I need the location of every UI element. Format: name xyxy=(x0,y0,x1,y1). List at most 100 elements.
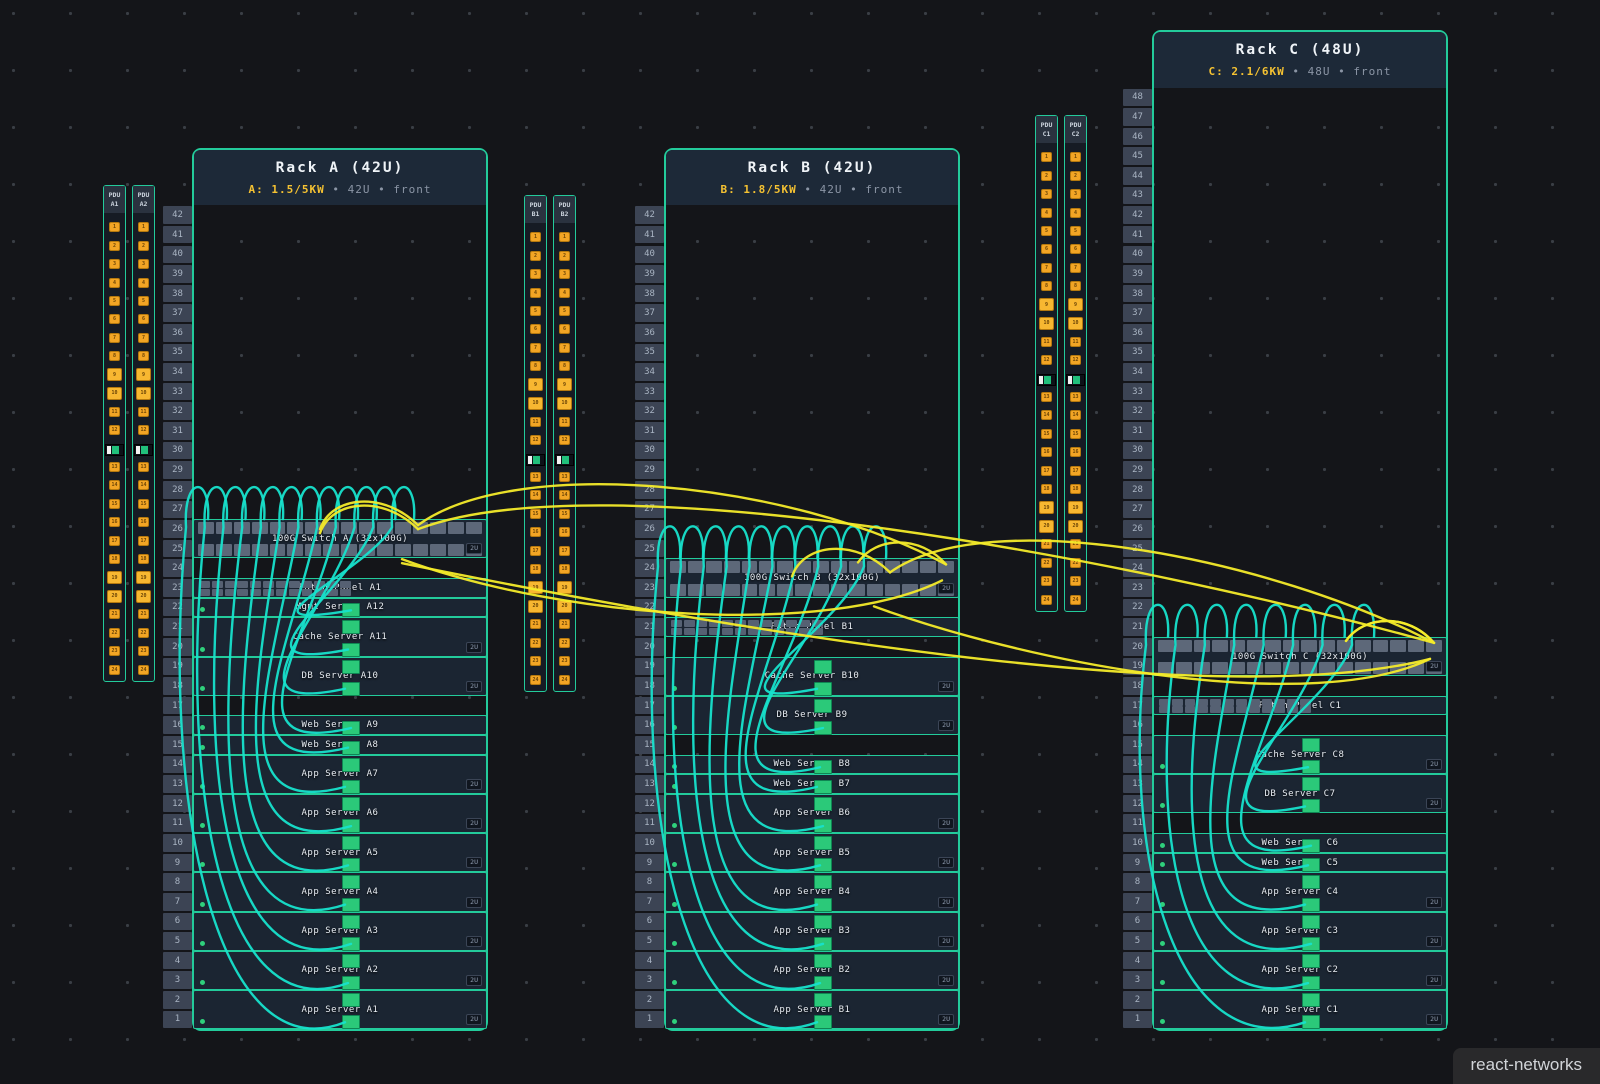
pdu-outlet-4[interactable]: 4 xyxy=(559,287,570,298)
pdu-outlet-3[interactable]: 3 xyxy=(530,269,541,280)
equipment-app-server-a3[interactable]: App Server A3 2U xyxy=(193,911,487,951)
pdu-outlet-1[interactable]: 1 xyxy=(1070,152,1081,163)
pdu-outlet-15[interactable]: 15 xyxy=(109,498,120,509)
pdu-outlet-18[interactable]: 18 xyxy=(1070,484,1081,495)
pdu-outlet-15[interactable]: 15 xyxy=(1041,428,1052,439)
pdu-outlet-10[interactable]: 10 xyxy=(1068,316,1083,330)
pdu-outlet-15[interactable]: 15 xyxy=(1070,428,1081,439)
pdu-c1[interactable]: PDU C1 1 2 3 4 5 6 7 8 9 10 11 12 13 14 15 16 17 18 19 20 21 22… xyxy=(1035,115,1058,612)
pdu-outlet-21[interactable]: 21 xyxy=(559,619,570,630)
pdu-outlet-5[interactable]: 5 xyxy=(138,295,149,306)
pdu-outlet-14[interactable]: 14 xyxy=(109,480,120,491)
equipment-app-server-c1[interactable]: App Server C1 2U xyxy=(1153,990,1447,1030)
pdu-outlet-8[interactable]: 8 xyxy=(109,351,120,362)
pdu-outlet-23[interactable]: 23 xyxy=(1041,576,1052,587)
pdu-outlet-16[interactable]: 16 xyxy=(1041,447,1052,458)
pdu-outlet-6[interactable]: 6 xyxy=(109,314,120,325)
pdu-outlet-19[interactable]: 19 xyxy=(136,571,151,585)
pdu-outlet-12[interactable]: 12 xyxy=(1041,355,1052,366)
pdu-outlet-17[interactable]: 17 xyxy=(1041,465,1052,476)
equipment-app-server-b2[interactable]: App Server B2 2U xyxy=(665,950,959,991)
pdu-outlet-24[interactable]: 24 xyxy=(559,674,570,685)
pdu-outlet-14[interactable]: 14 xyxy=(530,490,541,501)
equipment-app-server-c2[interactable]: App Server C2 2U xyxy=(1153,950,1447,991)
pdu-outlet-6[interactable]: 6 xyxy=(559,324,570,335)
equipment-app-server-a2[interactable]: App Server A2 2U xyxy=(193,950,487,991)
equipment-app-server-c4[interactable]: App Server C4 2U xyxy=(1153,872,1447,912)
pdu-outlet-23[interactable]: 23 xyxy=(138,646,149,657)
pdu-outlet-13[interactable]: 13 xyxy=(1041,391,1052,402)
pdu-outlet-10[interactable]: 10 xyxy=(107,386,122,400)
pdu-outlet-16[interactable]: 16 xyxy=(530,527,541,538)
equipment-web-server-b7[interactable]: Web Server B7 xyxy=(665,774,959,794)
equipment-mgmt-server-a12[interactable]: Mgmt Server A12 xyxy=(193,597,487,618)
equipment-db-server-b9[interactable]: DB Server B9 2U xyxy=(665,695,959,735)
pdu-b1[interactable]: PDU B1 1 2 3 4 5 6 7 8 9 10 11 12 13 14 15 16 17 18 19 20 21 22… xyxy=(524,195,547,692)
pdu-outlet-19[interactable]: 19 xyxy=(557,581,572,595)
pdu-outlet-18[interactable]: 18 xyxy=(1041,484,1052,495)
pdu-outlet-2[interactable]: 2 xyxy=(530,250,541,261)
pdu-outlet-20[interactable]: 20 xyxy=(136,589,151,603)
equipment-app-server-b5[interactable]: App Server B5 2U xyxy=(665,833,959,873)
pdu-outlet-5[interactable]: 5 xyxy=(1070,225,1081,236)
pdu-outlet-11[interactable]: 11 xyxy=(109,406,120,417)
pdu-outlet-22[interactable]: 22 xyxy=(138,627,149,638)
pdu-outlet-24[interactable]: 24 xyxy=(1070,594,1081,605)
pdu-outlet-9[interactable]: 9 xyxy=(1039,298,1054,312)
equipment-web-server-a9[interactable]: Web Server A9 xyxy=(193,715,487,735)
pdu-outlet-11[interactable]: 11 xyxy=(559,416,570,427)
pdu-outlet-2[interactable]: 2 xyxy=(138,240,149,251)
pdu-outlet-21[interactable]: 21 xyxy=(1041,539,1052,550)
pdu-outlet-13[interactable]: 13 xyxy=(1070,391,1081,402)
pdu-outlet-19[interactable]: 19 xyxy=(1068,501,1083,515)
pdu-outlet-3[interactable]: 3 xyxy=(559,269,570,280)
pdu-outlet-9[interactable]: 9 xyxy=(557,378,572,392)
equipment-patch-panel-a1[interactable]: Patch Panel A1 xyxy=(193,578,487,598)
pdu-outlet-16[interactable]: 16 xyxy=(109,517,120,528)
equipment-web-server-a8[interactable]: Web Server A8 xyxy=(193,735,487,755)
pdu-outlet-15[interactable]: 15 xyxy=(138,498,149,509)
pdu-outlet-8[interactable]: 8 xyxy=(1041,281,1052,292)
pdu-outlet-2[interactable]: 2 xyxy=(1041,170,1052,181)
pdu-outlet-2[interactable]: 2 xyxy=(559,250,570,261)
pdu-outlet-7[interactable]: 7 xyxy=(109,332,120,343)
pdu-outlet-11[interactable]: 11 xyxy=(530,416,541,427)
pdu-outlet-16[interactable]: 16 xyxy=(1070,447,1081,458)
pdu-outlet-5[interactable]: 5 xyxy=(559,305,570,316)
equipment-100g-switch-a-32x100g[interactable]: 100G Switch A (32x100G) 2U xyxy=(193,519,487,559)
pdu-outlet-24[interactable]: 24 xyxy=(138,664,149,675)
pdu-outlet-20[interactable]: 20 xyxy=(1068,519,1083,533)
pdu-outlet-18[interactable]: 18 xyxy=(109,554,120,565)
equipment-app-server-c3[interactable]: App Server C3 2U xyxy=(1153,911,1447,951)
pdu-outlet-3[interactable]: 3 xyxy=(138,259,149,270)
equipment-app-server-b6[interactable]: App Server B6 2U xyxy=(665,793,959,834)
pdu-outlet-19[interactable]: 19 xyxy=(1039,501,1054,515)
pdu-outlet-10[interactable]: 10 xyxy=(557,396,572,410)
pdu-outlet-22[interactable]: 22 xyxy=(530,637,541,648)
pdu-outlet-14[interactable]: 14 xyxy=(1070,410,1081,421)
pdu-outlet-24[interactable]: 24 xyxy=(1041,594,1052,605)
pdu-outlet-4[interactable]: 4 xyxy=(138,277,149,288)
equipment-app-server-a5[interactable]: App Server A5 2U xyxy=(193,833,487,873)
pdu-outlet-1[interactable]: 1 xyxy=(1041,152,1052,163)
pdu-outlet-22[interactable]: 22 xyxy=(559,637,570,648)
pdu-outlet-7[interactable]: 7 xyxy=(1070,262,1081,273)
pdu-outlet-9[interactable]: 9 xyxy=(1068,298,1083,312)
pdu-outlet-12[interactable]: 12 xyxy=(1070,355,1081,366)
pdu-outlet-23[interactable]: 23 xyxy=(109,646,120,657)
pdu-outlet-13[interactable]: 13 xyxy=(559,471,570,482)
equipment-patch-panel-c1[interactable]: Patch Panel C1 xyxy=(1153,695,1447,716)
pdu-outlet-3[interactable]: 3 xyxy=(109,259,120,270)
pdu-outlet-1[interactable]: 1 xyxy=(530,232,541,243)
pdu-outlet-6[interactable]: 6 xyxy=(138,314,149,325)
pdu-outlet-17[interactable]: 17 xyxy=(530,545,541,556)
equipment-app-server-a1[interactable]: App Server A1 2U xyxy=(193,990,487,1030)
pdu-outlet-8[interactable]: 8 xyxy=(559,361,570,372)
pdu-outlet-21[interactable]: 21 xyxy=(109,609,120,620)
equipment-web-server-b8[interactable]: Web Server B8 xyxy=(665,754,959,775)
pdu-outlet-15[interactable]: 15 xyxy=(559,508,570,519)
pdu-outlet-12[interactable]: 12 xyxy=(109,425,120,436)
equipment-app-server-b3[interactable]: App Server B3 2U xyxy=(665,911,959,951)
pdu-outlet-24[interactable]: 24 xyxy=(109,664,120,675)
pdu-outlet-1[interactable]: 1 xyxy=(109,222,120,233)
